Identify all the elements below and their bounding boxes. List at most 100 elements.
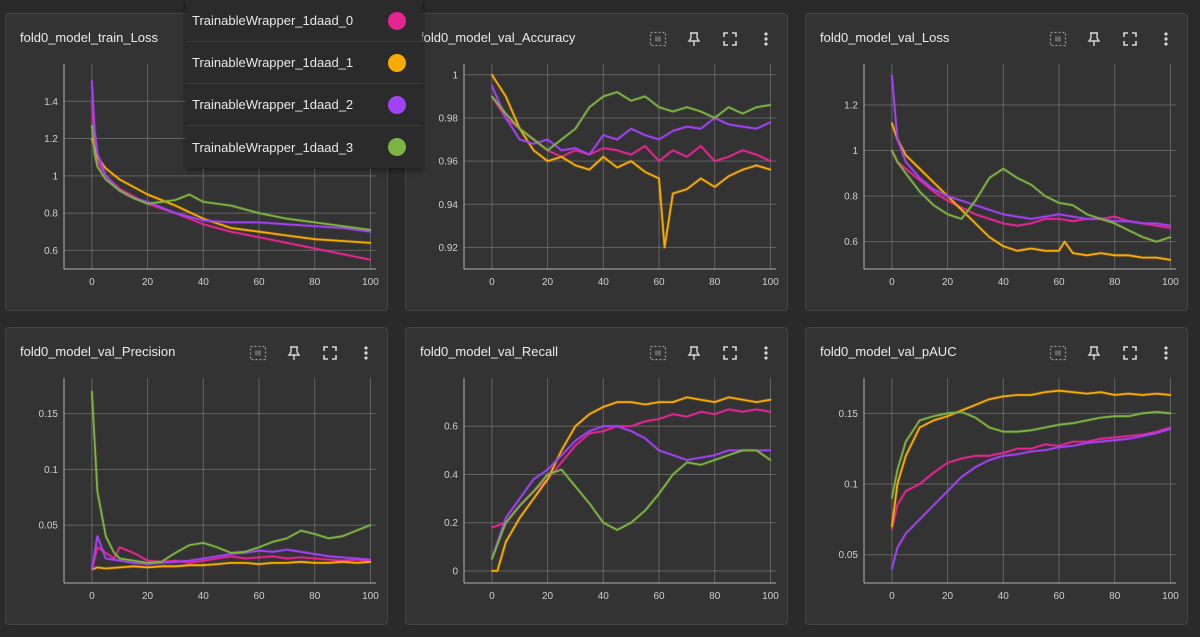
series-line [91, 546, 372, 571]
chart-card-val-pauc: 0 20 40 60 80 100 0.05 0.1 0.15 fold0_model_val_… [805, 327, 1188, 625]
y-tick-label: 0.05 [39, 521, 59, 532]
y-tick-label: 0.8 [844, 192, 858, 203]
pin-icon[interactable] [683, 28, 705, 50]
card-toolbar [647, 342, 777, 364]
series-line [91, 124, 372, 231]
fullscreen-icon[interactable] [719, 342, 741, 364]
chart-title: fold0_model_val_pAUC [820, 344, 957, 359]
x-tick-label: 80 [709, 591, 721, 602]
more-vert-icon[interactable] [1155, 342, 1177, 364]
series-line [891, 149, 1172, 243]
x-tick-label: 40 [998, 277, 1010, 288]
series-line-raw [890, 410, 1171, 499]
chart-plot[interactable]: 0 20 40 60 80 100 0 0.2 0.4 0.6 [406, 328, 789, 626]
series-line [891, 122, 1172, 261]
y-tick-label: 0.4 [444, 470, 458, 481]
legend-tooltip: TrainableWrapper_1daad_0 TrainableWrappe… [186, 0, 422, 168]
fit-domain-icon[interactable] [1047, 28, 1069, 50]
y-tick-label: 0.05 [839, 550, 859, 561]
y-tick-label: 0.2 [444, 518, 458, 529]
y-tick-label: 1 [852, 146, 858, 157]
y-tick-label: 0.96 [439, 157, 459, 168]
legend-row[interactable]: TrainableWrapper_1daad_0 [186, 0, 422, 42]
y-tick-label: 1 [452, 70, 458, 81]
x-tick-label: 100 [362, 277, 379, 288]
card-toolbar [647, 28, 777, 50]
run-color-swatch [388, 95, 406, 114]
run-color-swatch [388, 138, 406, 156]
legend-row[interactable]: TrainableWrapper_1daad_2 [186, 84, 422, 126]
x-tick-label: 20 [142, 591, 154, 602]
fit-domain-icon[interactable] [247, 342, 269, 364]
legend-run-name: TrainableWrapper_1daad_0 [192, 13, 354, 28]
run-color-swatch [388, 53, 406, 72]
more-vert-icon[interactable] [355, 342, 377, 364]
x-tick-label: 40 [998, 591, 1010, 602]
y-tick-label: 1.2 [44, 134, 58, 145]
chart-plot[interactable]: 0 20 40 60 80 100 0.6 0.8 1 1.2 [806, 14, 1189, 312]
x-tick-label: 20 [942, 277, 954, 288]
y-tick-label: 0.8 [44, 209, 58, 220]
series-line-raw [491, 407, 771, 530]
x-tick-label: 20 [142, 277, 154, 288]
fullscreen-icon[interactable] [719, 28, 741, 50]
y-tick-label: 1.2 [844, 101, 858, 112]
pin-icon[interactable] [283, 342, 305, 364]
fit-domain-icon[interactable] [1047, 342, 1069, 364]
x-tick-label: 20 [542, 277, 554, 288]
x-tick-label: 60 [253, 277, 265, 288]
fit-domain-icon[interactable] [647, 28, 669, 50]
y-tick-label: 1 [52, 171, 58, 182]
series-line [491, 408, 772, 529]
fit-domain-icon[interactable] [647, 342, 669, 364]
series-line [891, 411, 1172, 500]
series-line-raw [890, 427, 1171, 570]
series-line [91, 390, 372, 564]
series-line [91, 79, 372, 233]
legend-row[interactable]: TrainableWrapper_1daad_1 [186, 42, 422, 84]
series-line [891, 426, 1172, 531]
chart-title: fold0_model_val_Recall [420, 344, 559, 359]
legend-row[interactable]: TrainableWrapper_1daad_3 [186, 126, 422, 168]
x-tick-label: 0 [889, 277, 895, 288]
series-line [491, 396, 772, 572]
more-vert-icon[interactable] [1155, 28, 1177, 50]
more-vert-icon[interactable] [755, 28, 777, 50]
more-vert-icon[interactable] [755, 342, 777, 364]
x-tick-label: 0 [889, 591, 895, 602]
chart-plot[interactable]: 0 20 40 60 80 100 0.92 0.94 0.96 0.98 1 [406, 14, 789, 312]
card-toolbar [1047, 342, 1177, 364]
y-tick-label: 0.92 [439, 243, 459, 254]
x-tick-label: 0 [489, 277, 495, 288]
fullscreen-icon[interactable] [1119, 28, 1141, 50]
x-tick-label: 80 [1109, 591, 1121, 602]
fullscreen-icon[interactable] [319, 342, 341, 364]
y-tick-label: 0.94 [439, 200, 459, 211]
series-line-raw [890, 425, 1171, 530]
y-tick-label: 0.1 [844, 480, 858, 491]
series-line-raw [490, 448, 772, 560]
x-tick-label: 100 [362, 591, 379, 602]
chart-card-val-recall: 0 20 40 60 80 100 0 0.2 0.4 0.6 fold0_model_val_R… [405, 327, 788, 625]
chart-plot[interactable]: 0 20 40 60 80 100 0.05 0.1 0.15 [6, 328, 389, 626]
run-color-swatch [388, 11, 406, 30]
fullscreen-icon[interactable] [1119, 342, 1141, 364]
pin-icon[interactable] [1083, 28, 1105, 50]
card-toolbar [1047, 28, 1177, 50]
chart-plot[interactable]: 0 20 40 60 80 100 0.05 0.1 0.15 [806, 328, 1189, 626]
pin-icon[interactable] [1083, 342, 1105, 364]
chart-card-val-precision: 0 20 40 60 80 100 0.05 0.1 0.15 fold0_model_val_… [5, 327, 388, 625]
series-line [91, 560, 372, 571]
series-line [891, 149, 1172, 229]
series-line [91, 535, 372, 571]
chart-title: fold0_model_train_Loss [20, 30, 159, 45]
x-tick-label: 40 [198, 277, 210, 288]
x-tick-label: 0 [89, 591, 95, 602]
y-tick-label: 0 [452, 566, 458, 577]
x-tick-label: 100 [1162, 591, 1179, 602]
y-tick-label: 0.6 [44, 246, 58, 257]
series-line-raw [491, 395, 771, 573]
chart-title: fold0_model_val_Accuracy [420, 30, 576, 45]
pin-icon[interactable] [683, 342, 705, 364]
x-tick-label: 20 [942, 591, 954, 602]
